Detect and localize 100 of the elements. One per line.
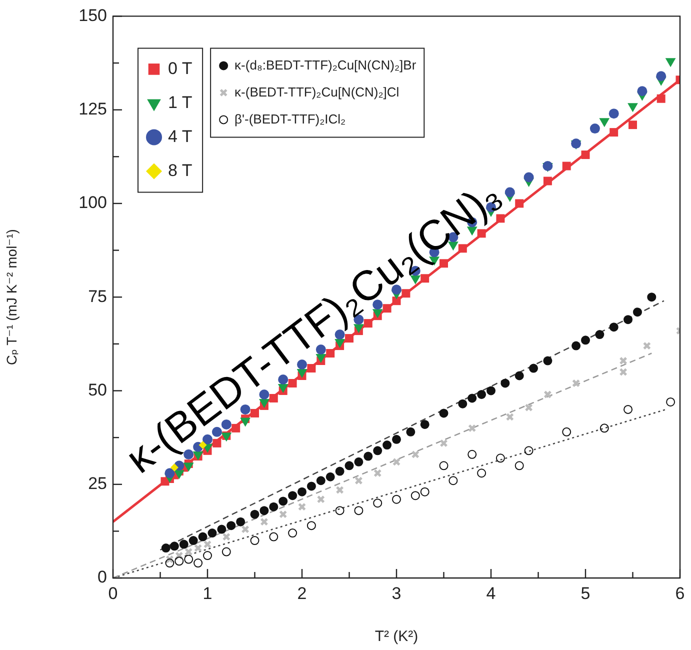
point bbox=[656, 71, 666, 82]
point bbox=[250, 510, 260, 519]
point bbox=[543, 176, 552, 186]
point bbox=[306, 521, 316, 530]
point bbox=[179, 540, 188, 549]
point bbox=[260, 518, 268, 526]
point bbox=[504, 187, 515, 198]
point bbox=[628, 103, 638, 112]
legend-label: κ-(BEDT-TTF)₂Cu[N(CN)₂]Cl bbox=[234, 84, 400, 100]
y-axis-title: Cₚ T⁻¹ (mJ K⁻² mol⁻¹) bbox=[3, 229, 20, 366]
point bbox=[306, 482, 316, 491]
x-tick-label: 6 bbox=[675, 584, 685, 603]
point bbox=[184, 548, 193, 556]
x-tick-label: 2 bbox=[297, 584, 307, 603]
y-tick-label: 150 bbox=[78, 6, 107, 25]
point bbox=[288, 491, 298, 500]
point bbox=[628, 120, 637, 130]
point bbox=[165, 558, 174, 568]
point bbox=[514, 461, 524, 470]
point bbox=[203, 540, 212, 548]
point bbox=[624, 315, 633, 324]
point bbox=[269, 502, 278, 512]
point bbox=[647, 292, 656, 302]
legend-label: 4 T bbox=[168, 126, 192, 146]
point bbox=[336, 486, 344, 494]
point bbox=[595, 330, 604, 340]
point bbox=[335, 506, 344, 516]
point bbox=[208, 528, 217, 538]
point bbox=[198, 532, 208, 542]
y-tick-label: 75 bbox=[88, 286, 107, 306]
point bbox=[194, 544, 202, 552]
point bbox=[174, 556, 184, 566]
point bbox=[161, 544, 170, 553]
point bbox=[562, 162, 571, 170]
point bbox=[278, 496, 288, 506]
point bbox=[316, 495, 325, 504]
point bbox=[529, 364, 538, 373]
point bbox=[524, 172, 534, 182]
point bbox=[572, 379, 580, 388]
y-tick-label: 25 bbox=[88, 474, 107, 494]
point bbox=[600, 424, 609, 433]
point bbox=[184, 554, 194, 564]
legend-label: κ-(d₈:BEDT-TTF)₂Cu[N(CN)₂]Br bbox=[234, 57, 417, 72]
point bbox=[581, 150, 590, 160]
point bbox=[170, 542, 179, 551]
point bbox=[203, 551, 212, 560]
x-axis-title: T² (K²) bbox=[374, 628, 418, 646]
point bbox=[217, 524, 226, 534]
point bbox=[222, 532, 230, 541]
point bbox=[279, 510, 288, 518]
x-tick-label: 1 bbox=[202, 584, 212, 603]
point bbox=[572, 341, 581, 350]
point bbox=[226, 521, 236, 530]
point bbox=[515, 199, 524, 208]
point bbox=[514, 371, 524, 380]
point bbox=[298, 487, 306, 496]
point bbox=[354, 476, 363, 485]
point bbox=[188, 536, 198, 546]
point bbox=[288, 528, 298, 538]
point bbox=[590, 124, 600, 134]
legend-label: β'-(BEDT-TTF)₂ICl₂ bbox=[234, 111, 346, 126]
point bbox=[656, 94, 666, 103]
point bbox=[543, 356, 552, 366]
point bbox=[316, 476, 326, 486]
x-tick-label: 5 bbox=[580, 584, 590, 603]
point bbox=[420, 487, 430, 496]
point bbox=[562, 427, 572, 436]
point bbox=[269, 532, 278, 542]
y-tick-label: 50 bbox=[88, 380, 107, 400]
point bbox=[236, 517, 246, 526]
x-tick-label: 3 bbox=[392, 584, 402, 603]
point bbox=[354, 506, 364, 516]
point bbox=[609, 322, 618, 332]
point bbox=[581, 336, 590, 345]
point bbox=[619, 356, 628, 365]
point bbox=[610, 128, 618, 137]
point bbox=[642, 342, 652, 350]
point bbox=[448, 476, 458, 486]
point bbox=[506, 412, 514, 422]
point bbox=[608, 108, 619, 119]
x-tick-label: 4 bbox=[486, 584, 496, 603]
legend-label: 0 T bbox=[168, 58, 192, 78]
point bbox=[524, 404, 533, 412]
y-tick-label: 0 bbox=[98, 568, 107, 587]
point bbox=[665, 58, 676, 68]
point bbox=[410, 491, 420, 500]
point bbox=[392, 494, 401, 504]
point bbox=[250, 536, 260, 546]
point bbox=[194, 558, 203, 568]
point bbox=[624, 404, 633, 414]
point bbox=[222, 547, 231, 556]
legend-label: 1 T bbox=[168, 92, 192, 112]
point bbox=[544, 390, 552, 399]
point bbox=[599, 118, 610, 128]
point bbox=[298, 502, 306, 511]
point bbox=[637, 86, 648, 96]
y-tick-label: 100 bbox=[78, 193, 107, 212]
point bbox=[619, 368, 628, 376]
legend-label: 8 T bbox=[168, 160, 192, 180]
point bbox=[632, 308, 642, 317]
